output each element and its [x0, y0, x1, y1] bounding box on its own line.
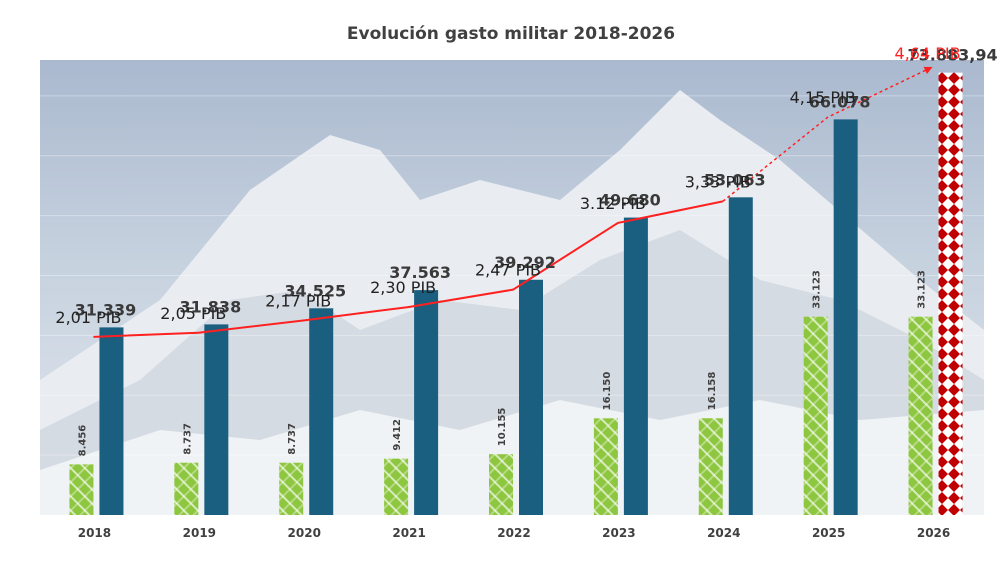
green-value-label: 16.150: [602, 372, 613, 411]
chart-title: Evolución gasto militar 2018-2026: [347, 24, 675, 44]
blue-value-label: 34.525: [284, 281, 346, 300]
blue-value-label: 66.078: [809, 92, 871, 111]
pib-label: 3.12 PIB: [580, 194, 646, 213]
pib-label: 2,30 PIB: [370, 278, 436, 297]
blue-value-label: 37.563: [389, 263, 451, 282]
x-tick-label: 2022: [497, 526, 530, 540]
green-value-label: 9.412: [392, 419, 403, 451]
bar-green-2024: [698, 418, 723, 515]
green-value-label: 33.123: [917, 270, 928, 309]
x-tick-label: 2018: [78, 526, 111, 540]
x-tick-label: 2023: [602, 526, 635, 540]
x-tick-label: 2025: [812, 526, 845, 540]
bar-blue-2023: [623, 217, 648, 516]
pib-label: 2,47 PIB: [475, 261, 541, 280]
bar-green-2023: [593, 418, 618, 515]
green-value-label: 10.155: [497, 408, 508, 447]
blue-value-label: 49.680: [599, 191, 661, 210]
bar-green-2025: [803, 316, 828, 515]
green-value-label: 8.737: [287, 423, 298, 455]
pib-label: 3,33 PIB: [685, 172, 751, 191]
green-value-label: 33.123: [812, 270, 823, 309]
bar-blue-2018: [99, 327, 124, 515]
x-tick-label: 2019: [183, 526, 216, 540]
pib-label: 4,64 PIB: [895, 44, 961, 63]
x-tick-label: 2024: [707, 526, 740, 540]
bar-blue-2019: [204, 324, 229, 515]
x-tick-label: 2020: [288, 526, 321, 540]
green-value-label: 8.737: [182, 423, 193, 455]
bar-blue-2021: [414, 290, 439, 515]
pib-line-solid: [93, 200, 723, 338]
bar-blue-2026: [938, 72, 963, 515]
x-tick-label: 2021: [392, 526, 425, 540]
pib-label: 2,01 PIB: [55, 308, 121, 327]
blue-value-label: 31.838: [179, 297, 241, 316]
bar-green-2022: [489, 454, 513, 515]
blue-value-label: 53.063: [704, 170, 766, 189]
bar-blue-2024: [728, 197, 753, 515]
blue-value-label: 39.292: [494, 253, 556, 272]
bar-blue-2020: [309, 308, 334, 515]
bar-green-2020: [279, 462, 304, 515]
bar-green-2018: [69, 464, 94, 515]
bar-blue-2025: [833, 119, 858, 515]
pib-label: 2,17 PIB: [265, 291, 331, 310]
bar-green-2019: [174, 462, 199, 515]
pib-arrow-head: [923, 66, 933, 74]
pib-label: 2,05 PIB: [160, 304, 226, 323]
pib-line-dashed: [722, 66, 933, 202]
x-tick-label: 2026: [917, 526, 950, 540]
bar-green-2021: [384, 458, 409, 515]
pib-label: 4,15 PIB: [790, 88, 856, 107]
green-value-label: 16.158: [707, 372, 718, 411]
bar-green-2026: [908, 316, 933, 515]
bar-blue-2022: [519, 279, 543, 515]
green-value-label: 8.456: [77, 425, 88, 457]
blue-value-label: 73.883,94: [908, 46, 998, 65]
blue-value-label: 31.339: [75, 300, 137, 319]
